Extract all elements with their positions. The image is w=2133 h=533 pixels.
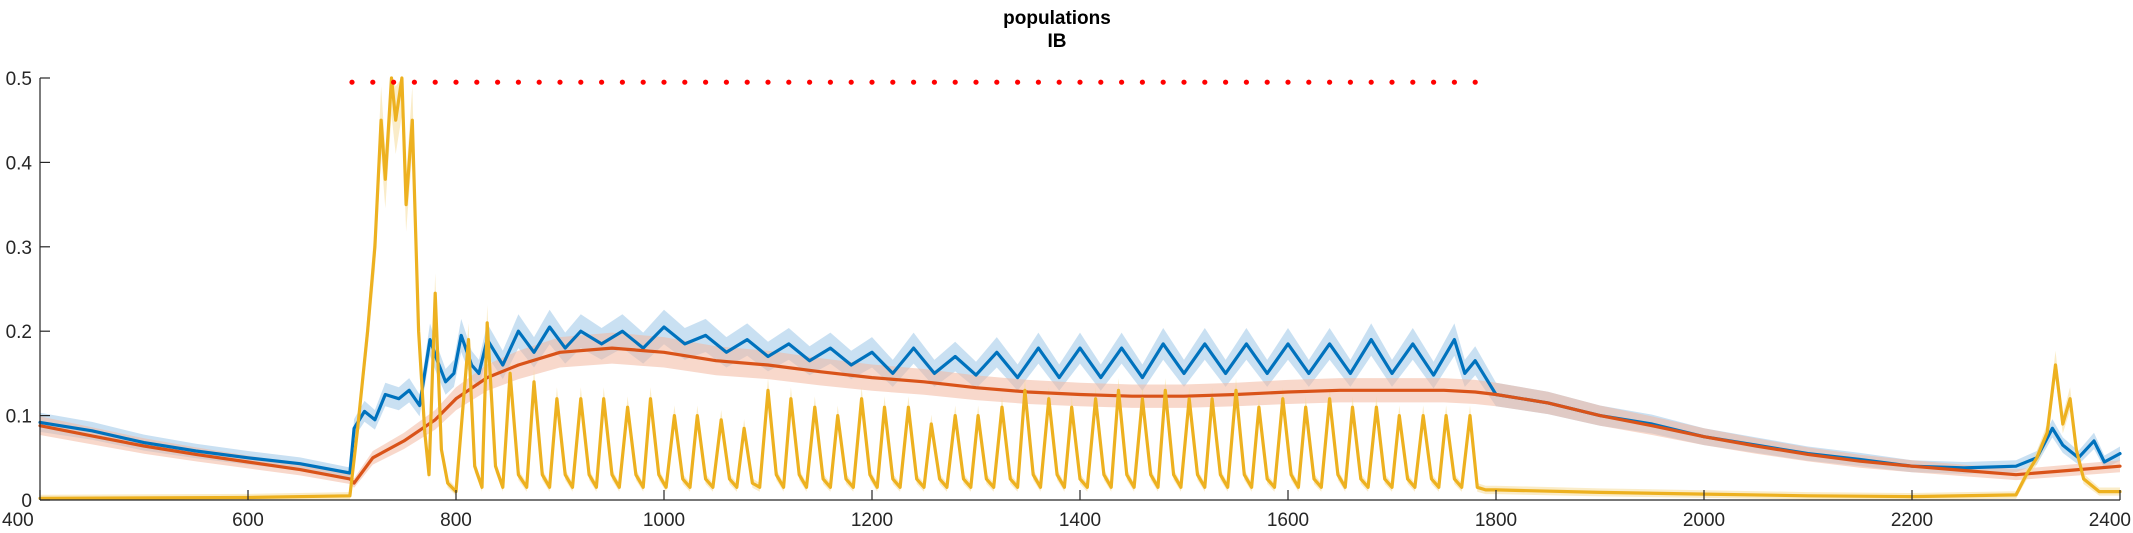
y-tick-label: 0.4 [6,153,33,174]
stimulus-marker [1139,79,1145,85]
stimulus-marker [536,79,542,85]
stimulus-marker [1472,79,1478,85]
stimulus-marker [474,79,480,85]
series-2-line [38,346,2122,485]
stimulus-marker [1410,79,1416,85]
stimulus-marker [619,79,626,85]
stimulus-marker [744,79,750,85]
x-tick-label: 800 [440,510,472,531]
y-tick-label: 0.5 [6,69,32,90]
stimulus-marker [723,79,730,85]
x-tick-label: 2200 [1891,510,1933,531]
y-tick-label: 0.3 [6,238,32,259]
stimulus-marker [1264,79,1270,85]
stimulus-marker [515,79,522,85]
y-tick-label: 0 [21,491,32,512]
stimulus-marker [578,79,584,85]
x-tick-label: 2000 [1683,510,1725,531]
stimulus-marker [411,79,417,85]
x-axis-ticks: 400 600 800 1000 1200 1400 1600 1800 2000 2200 240… [2,490,2131,531]
stimulus-marker [931,79,938,85]
stimulus-marker [1223,79,1229,85]
stimulus-marker [1015,79,1021,85]
stimulus-marker [1285,79,1291,85]
y-tick-label: 0.2 [6,322,32,343]
stimulus-marker [827,79,834,85]
stimulus-marker [848,79,854,85]
x-tick-label: 1800 [1475,510,1517,531]
chart-title-line-1: populations [1003,8,1111,29]
stimulus-marker [786,79,792,85]
series-2-band [40,332,2120,488]
stimulus-marker [1035,79,1041,85]
stimulus-marker [973,79,979,85]
stimulus-marker [599,79,605,85]
stimulus-marker [1160,79,1166,85]
stimulus-marker [495,79,501,85]
chart-title-line-2: IB [1048,31,1067,52]
stimulus-marker [1077,79,1083,85]
stimulus-marker [1451,79,1457,85]
x-tick-label: 1400 [1059,510,1101,531]
series-3-line [38,76,2122,500]
x-tick-label: 1200 [851,510,893,531]
stimulus-marker [890,79,896,85]
x-tick-label: 1600 [1267,510,1309,531]
stimulus-marker [682,79,688,85]
stimulus-marker [1368,79,1374,85]
stimulus-marker [432,79,438,85]
stimulus-marker [911,79,917,85]
stimulus-marker [349,79,355,85]
y-tick-label: 0.1 [6,407,32,428]
stimulus-marker [1202,79,1208,85]
stimulus-marker [1098,79,1104,85]
x-tick-label: 1000 [643,510,685,531]
stimulus-marker [994,79,1000,85]
stimulus-marker [703,79,709,85]
x-tick-label: 400 [2,510,34,531]
series-layer [38,76,2122,500]
stimulus-marker [1431,79,1437,85]
stimulus-marker [869,79,875,85]
stimulus-marker [1327,79,1333,85]
x-tick-label: 600 [232,510,264,531]
stimulus-marker [1181,79,1187,85]
stimulus-markers [349,79,1478,85]
stimulus-marker [1347,79,1353,85]
stimulus-marker [1056,79,1062,85]
stimulus-marker [807,79,813,85]
y-axis-ticks: 0 0.1 0.2 0.3 0.4 0.5 [6,69,50,512]
stimulus-marker [453,79,459,85]
x-tick-label: 2400 [2089,510,2131,531]
stimulus-marker [765,79,771,85]
stimulus-marker [391,79,397,85]
stimulus-marker [640,79,646,85]
stimulus-marker [661,79,667,85]
stimulus-marker [370,79,376,85]
stimulus-marker [1306,79,1312,85]
stimulus-marker [1389,79,1395,85]
stimulus-marker [952,79,958,85]
stimulus-marker [1243,79,1249,85]
stimulus-marker [557,79,563,85]
stimulus-marker [1119,79,1125,85]
